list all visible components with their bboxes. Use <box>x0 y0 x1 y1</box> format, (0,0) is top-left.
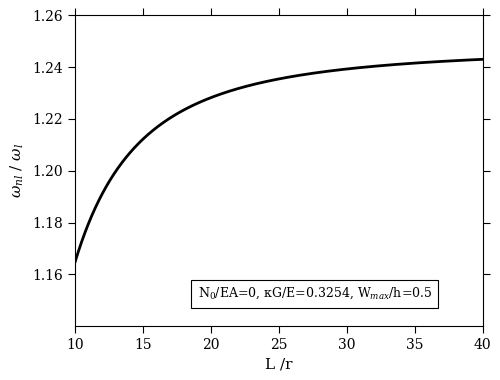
Text: N$_0$/EA=0, κG/E=0.3254, W$_{max}$/h=0.5: N$_0$/EA=0, κG/E=0.3254, W$_{max}$/h=0.5 <box>198 286 432 301</box>
X-axis label: L /r: L /r <box>266 358 293 372</box>
Y-axis label: $\omega_{nl}$ / $\omega_{l}$: $\omega_{nl}$ / $\omega_{l}$ <box>8 143 25 198</box>
